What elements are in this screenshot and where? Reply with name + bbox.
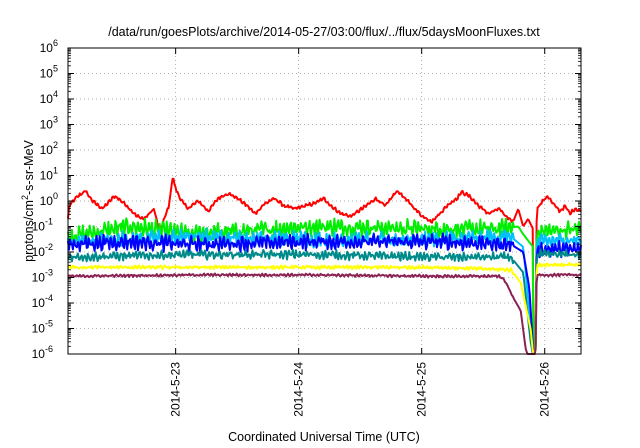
axis-ticks (68, 47, 581, 355)
y-axis-title-part2: -s-sr-MeV (22, 139, 36, 195)
x-tick-labels: 2014-5-232014-5-242014-5-252014-5-262014… (169, 362, 552, 417)
series-line-6 (67, 272, 582, 355)
y-axis-title-sup: 2 (20, 195, 30, 200)
y-tick-label: 10-6 (32, 344, 53, 361)
y-axis-title-part1: protons/cm (22, 200, 36, 262)
series-group (67, 177, 582, 355)
y-tick-label: 10-3 (32, 268, 53, 285)
x-tick-label: 2014-5-23 (169, 362, 183, 417)
grid-lines (68, 48, 581, 354)
series-line-4 (67, 248, 582, 355)
y-tick-label: 104 (40, 89, 58, 106)
x-tick-label: 2014-5-24 (292, 362, 306, 417)
y-tick-labels: 106 105 104 103 102 101 100 10-1 10-2 10-3 10-4 10-… (32, 38, 58, 361)
y-tick-label: 106 (40, 38, 58, 55)
y-tick-label: 103 (40, 115, 58, 132)
y-tick-label: 100 (40, 191, 58, 208)
y-tick-label: 101 (40, 166, 58, 183)
y-tick-label: 10-2 (32, 242, 53, 259)
x-tick-label: 2014-5-26 (538, 362, 552, 417)
y-tick-label: 10-1 (32, 217, 53, 234)
y-tick-label: 105 (40, 64, 58, 81)
y-tick-label: 10-4 (32, 293, 53, 310)
y-tick-label: 10-5 (32, 319, 53, 336)
y-tick-label: 102 (40, 140, 58, 157)
series-line-0 (67, 177, 582, 355)
y-axis-title: protons/cm2-s-sr-MeV (20, 139, 36, 261)
series-line-3 (67, 232, 582, 355)
chart-title: /data/run/goesPlots/archive/2014-05-27/0… (108, 25, 540, 39)
x-axis-title: Coordinated Universal Time (UTC) (228, 430, 420, 444)
series-line-5 (67, 261, 582, 355)
x-tick-label: 2014-5-25 (415, 362, 429, 417)
